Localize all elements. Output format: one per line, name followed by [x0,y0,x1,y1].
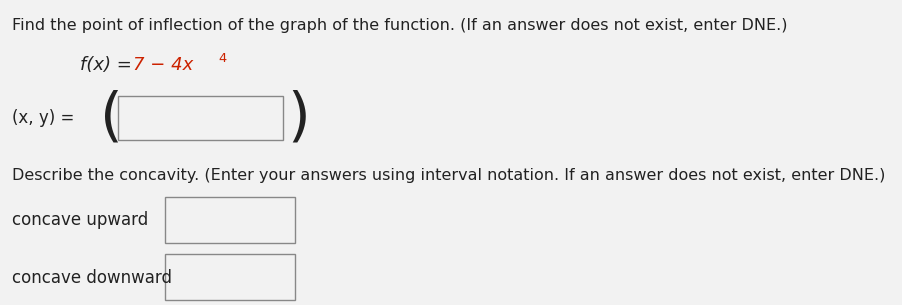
Text: ): ) [287,89,309,146]
Text: concave downward: concave downward [12,269,171,287]
FancyBboxPatch shape [165,197,295,243]
Text: 7 − 4x: 7 − 4x [133,56,193,74]
Text: f(x) =: f(x) = [80,56,137,74]
Text: Describe the concavity. (Enter your answers using interval notation. If an answe: Describe the concavity. (Enter your answ… [12,168,884,183]
FancyBboxPatch shape [165,254,295,300]
Text: concave upward: concave upward [12,211,148,229]
Text: (x, y) =: (x, y) = [12,109,74,127]
Text: Find the point of inflection of the graph of the function. (If an answer does no: Find the point of inflection of the grap… [12,18,787,33]
FancyBboxPatch shape [118,96,282,140]
Text: 4: 4 [217,52,226,65]
Text: (: ( [100,89,123,146]
